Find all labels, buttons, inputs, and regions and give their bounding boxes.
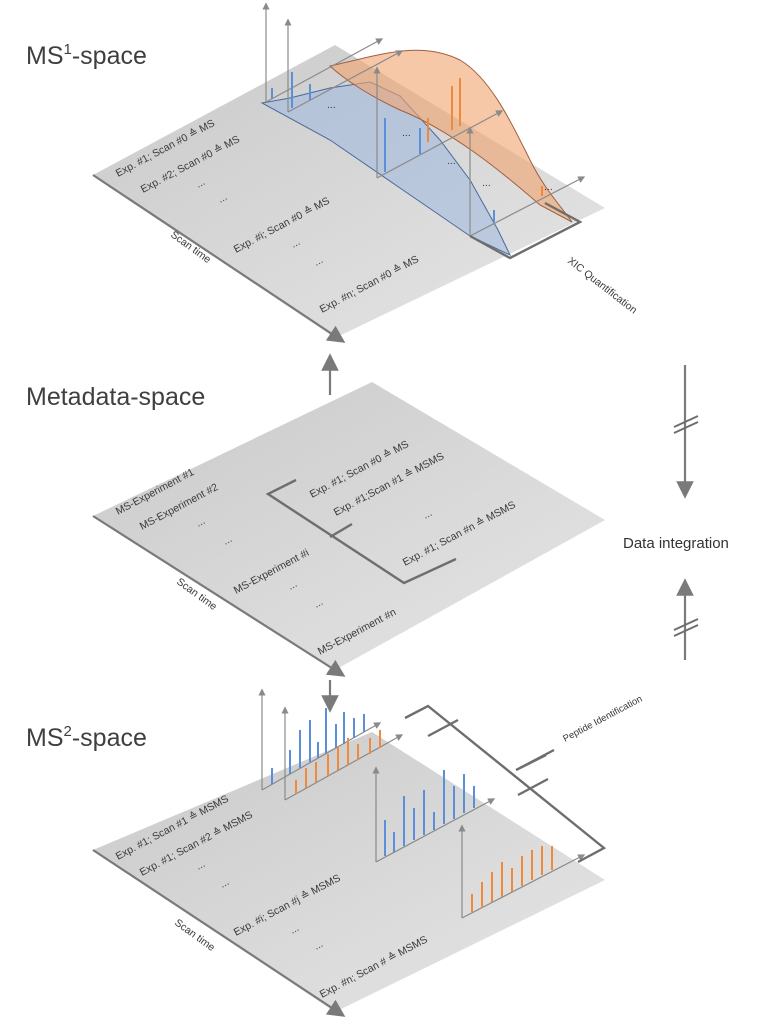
svg-text:...: ...	[402, 127, 411, 139]
data-integration: Data integration	[623, 365, 729, 660]
ms2-space: MS2-space	[26, 688, 644, 1017]
ms1-orange-peaks	[427, 78, 543, 196]
metadata-title: Metadata-space	[26, 383, 205, 411]
data-integration-label: Data integration	[623, 535, 729, 552]
ms1-plane	[93, 45, 605, 338]
ms2-spectrum-3	[458, 824, 586, 919]
peptide-bracket	[404, 704, 607, 864]
ms1-dots: ... ... ... ... ...	[327, 99, 553, 193]
svg-text:...: ...	[482, 177, 491, 189]
meta-bracket-tick	[329, 522, 353, 539]
svg-text:...: ...	[327, 99, 336, 111]
metadata-space: Metadata-space MS-Experiment #1 MS-Exper…	[26, 382, 605, 677]
ms1-title: MS1-space	[26, 41, 147, 70]
peptide-id-label: Peptide Identification	[561, 694, 644, 745]
ms1-space: MS1-space	[26, 2, 639, 343]
xic-bracket	[469, 201, 583, 260]
ms2-plane	[93, 732, 605, 1012]
ms1-spectra-axes	[262, 2, 586, 237]
orange-xic-trace	[328, 49, 573, 223]
ms2-title: MS2-space	[26, 723, 147, 752]
xic-quant-label: XIC Quantification	[565, 255, 639, 317]
ms2-spectrum-2	[372, 766, 496, 863]
ms1-blue-peaks	[271, 72, 495, 222]
svg-text:...: ...	[447, 155, 456, 167]
meta-bracket	[265, 478, 457, 585]
svg-text:...: ...	[544, 181, 553, 193]
break-marks	[673, 415, 699, 637]
ms2-spectrum-1	[258, 688, 404, 801]
